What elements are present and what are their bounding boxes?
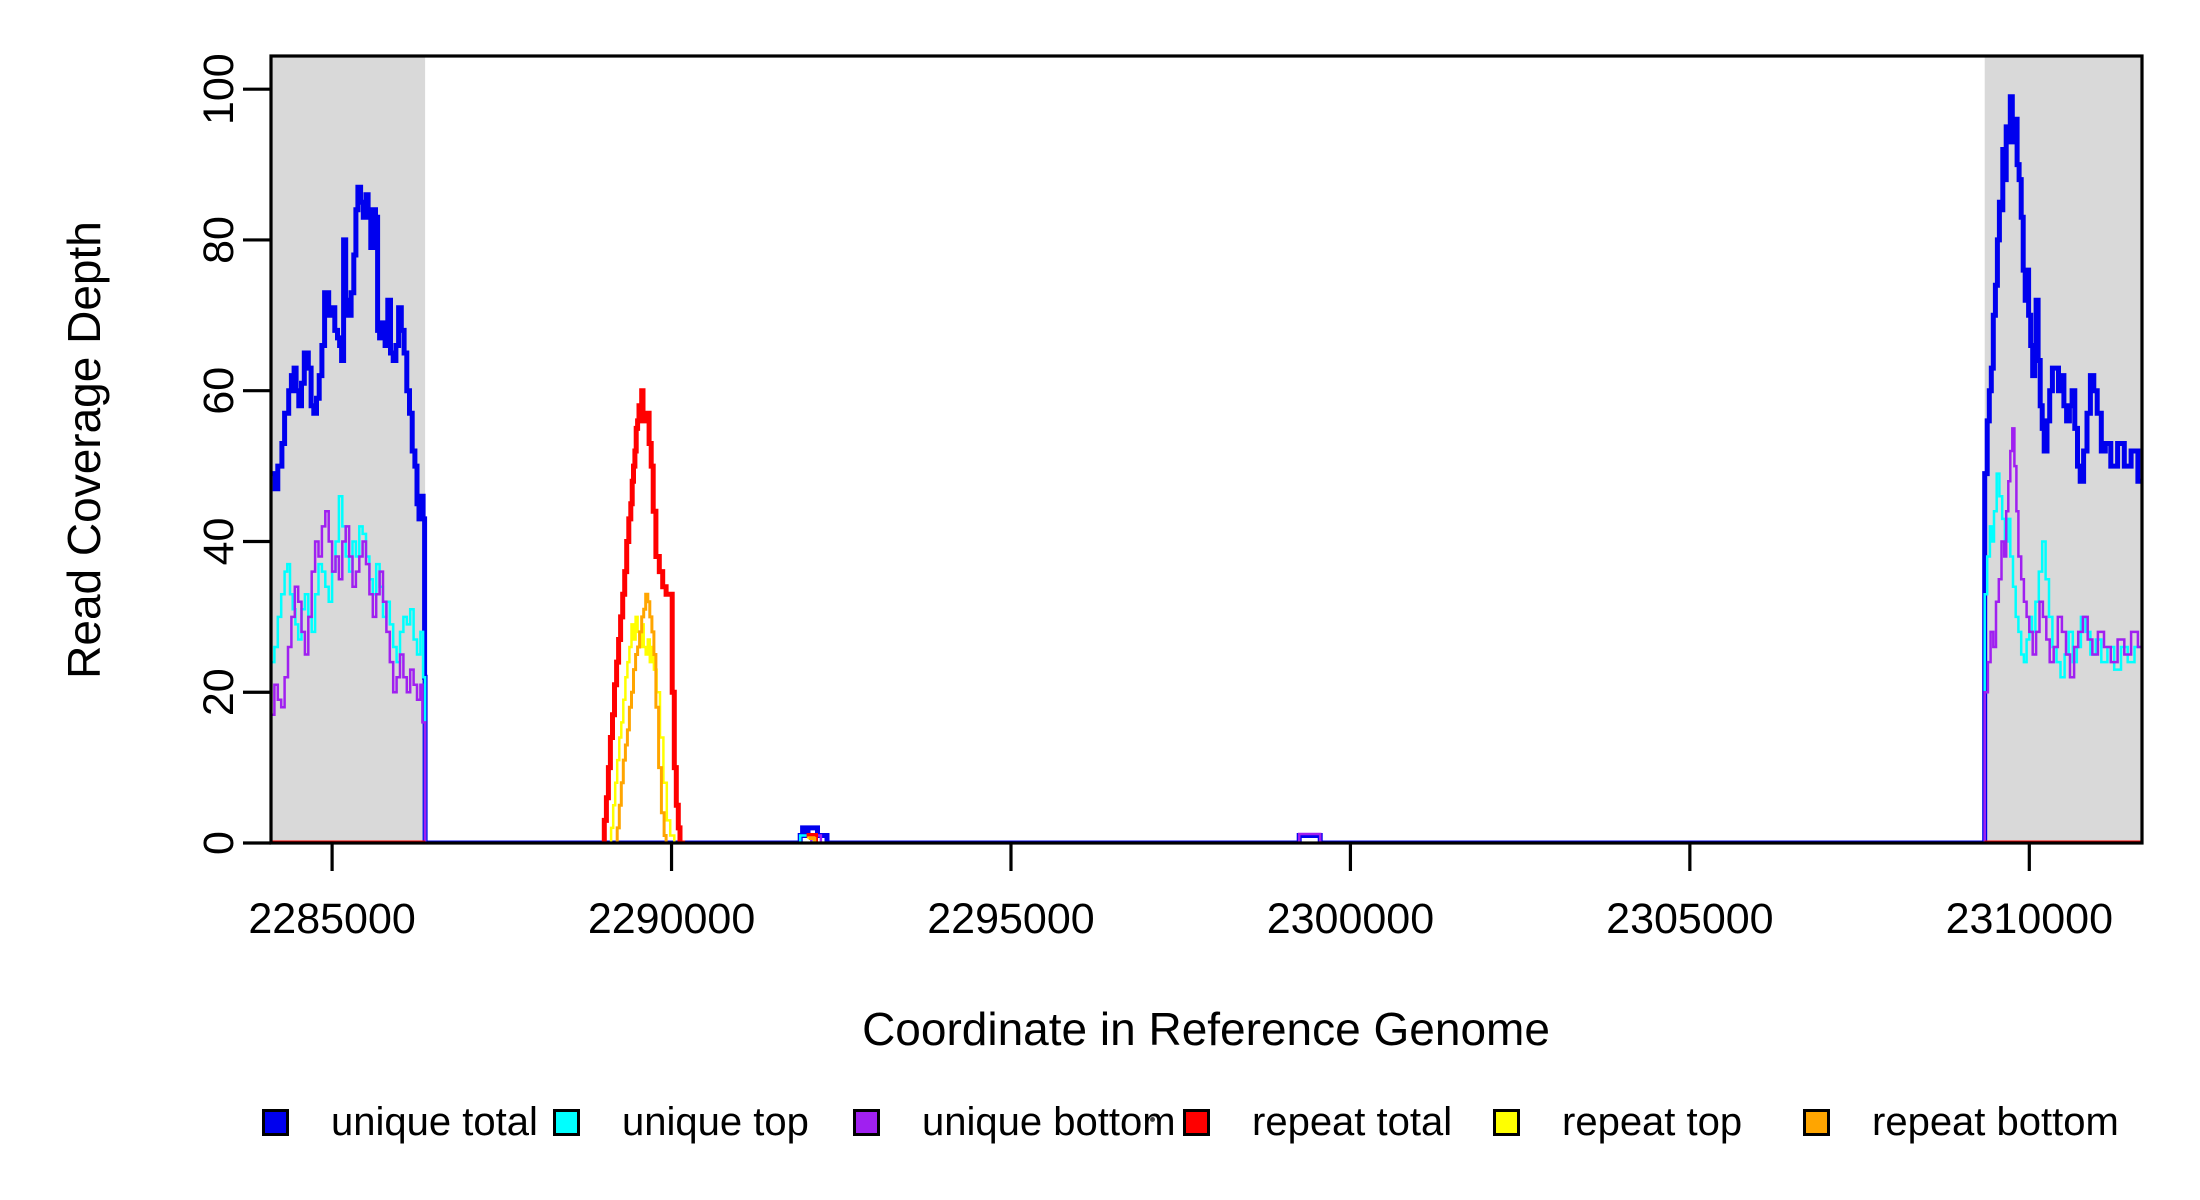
legend-label: repeat total <box>1252 1099 1453 1144</box>
legend-item-unique-total: unique total <box>262 1100 538 1144</box>
y-tick-label: 20 <box>195 668 243 716</box>
legend-label: unique bottom <box>922 1099 1176 1144</box>
legend-swatch-unique-top <box>553 1108 580 1136</box>
series-unique-top <box>271 472 2142 843</box>
x-tick-label: 2295000 <box>927 895 1094 943</box>
x-tick-label: 2290000 <box>588 895 755 943</box>
legend-swatch-repeat-top <box>1493 1108 1520 1136</box>
series-unique-bottom <box>271 427 2142 843</box>
y-tick-label: 60 <box>195 367 243 415</box>
y-tick-label: 80 <box>195 216 243 264</box>
legend-item-unique-top: unique top <box>553 1100 809 1144</box>
legend-label: repeat top <box>1562 1099 1743 1144</box>
y-axis-title: Read Coverage Depth <box>58 221 110 679</box>
legend-label: repeat bottom <box>1872 1099 2119 1144</box>
legend-swatch-unique-total <box>262 1108 289 1136</box>
y-tick-label: 100 <box>195 53 243 125</box>
region-left-repeat-flank <box>271 56 426 843</box>
legend-label: unique top <box>622 1099 809 1144</box>
x-tick-label: 2300000 <box>1267 895 1434 943</box>
stray-dot <box>1150 1117 1155 1122</box>
legend-label: unique total <box>331 1099 538 1144</box>
plot-border-box <box>269 54 2144 845</box>
y-tick-label: 0 <box>195 831 243 855</box>
x-axis: 2285000 2290000 2295000 2300000 2305000 23100… <box>248 843 2113 943</box>
x-axis-title: Coordinate in Reference Genome <box>862 1003 1550 1055</box>
highlight-regions <box>271 56 2142 843</box>
series-unique-total <box>271 94 2142 843</box>
legend-swatch-repeat-bottom <box>1803 1108 1830 1136</box>
x-tick-label: 2310000 <box>1946 895 2113 943</box>
y-axis: 0 20 40 60 80 100 <box>195 53 271 855</box>
series-lines <box>271 94 2142 843</box>
y-tick-label: 40 <box>195 518 243 566</box>
legend-swatch-repeat-total <box>1183 1108 1210 1136</box>
legend-item-repeat-top: repeat top <box>1493 1100 1742 1144</box>
series-repeat-total <box>601 388 686 843</box>
legend-item-repeat-bottom: repeat bottom <box>1803 1100 2119 1144</box>
legend-item-unique-bottom: unique bottom <box>853 1100 1176 1144</box>
series-repeat-bottom <box>615 592 680 843</box>
x-tick-label: 2305000 <box>1606 895 1773 943</box>
legend: unique total unique top unique bottom repea… <box>0 1100 2200 1165</box>
legend-item-repeat-total: repeat total <box>1183 1100 1452 1144</box>
legend-swatch-unique-bottom <box>853 1108 880 1136</box>
x-tick-label: 2285000 <box>248 895 415 943</box>
